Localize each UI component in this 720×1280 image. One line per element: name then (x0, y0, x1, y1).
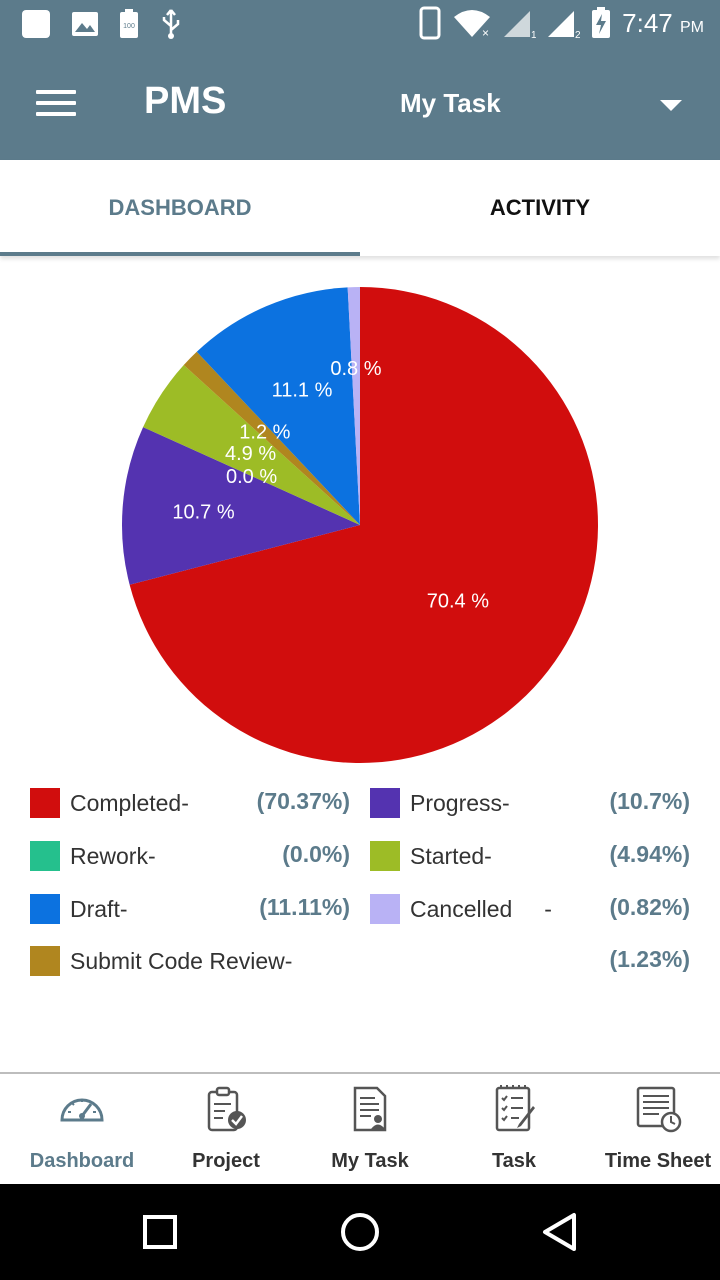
clipboard-check-icon (207, 1086, 246, 1132)
clock: 7:47 PM (622, 7, 704, 38)
legend-swatch (370, 841, 400, 871)
pie-slice-cancelled (347, 287, 360, 525)
dropdown-caret-icon (660, 100, 682, 111)
phone-icon (419, 6, 441, 40)
legend-item-cancelled: Cancelled - (370, 892, 552, 926)
pie-slice-submit-code-review (183, 351, 360, 525)
legend-item-rework: Rework- (30, 839, 156, 873)
notification-square-icon (22, 10, 50, 38)
user-document-icon (353, 1086, 387, 1132)
legend-swatch (30, 894, 60, 924)
legend-pct-started: (4.94%) (609, 841, 690, 867)
tab-activity[interactable]: ACTIVITY (489, 195, 591, 220)
nav-project[interactable]: Project (154, 1074, 298, 1184)
tab-dashboard[interactable]: DASHBOARD (108, 195, 252, 220)
back-triangle-icon[interactable] (540, 1212, 580, 1252)
svg-text:100: 100 (123, 23, 135, 30)
system-navigation-bar (0, 1184, 720, 1280)
legend-swatch (30, 946, 60, 976)
pie-label-started: 4.9 % (225, 443, 276, 465)
legend-swatch (370, 788, 400, 818)
nav-dashboard[interactable]: Dashboard (10, 1074, 154, 1184)
pie-slice-started (143, 365, 360, 525)
hamburger-menu-icon[interactable] (36, 90, 76, 120)
battery-100-icon: 100 (120, 9, 138, 38)
legend-pct-cancelled: (0.82%) (609, 894, 690, 920)
legend-pct-rework: (0.0%) (282, 841, 350, 867)
legend-pct-submit-code-review: (1.23%) (609, 946, 690, 972)
status-bar: 100 × 1 2 7:47 PM (0, 0, 720, 50)
checklist-icon (495, 1085, 535, 1132)
legend-swatch (30, 841, 60, 871)
pie-label-cancelled: 0.8 % (330, 358, 381, 380)
timesheet-clock-icon (636, 1086, 682, 1133)
legend-item-progress: Progress- (370, 786, 510, 820)
tab-bar: DASHBOARD ACTIVITY (0, 160, 720, 256)
pie-label-draft: 11.1 % (272, 379, 333, 401)
legend-pct-completed: (70.37%) (256, 788, 350, 814)
svg-text:1: 1 (531, 30, 536, 39)
usb-icon (162, 9, 180, 39)
pie-slice-draft (196, 287, 360, 525)
svg-text:×: × (482, 26, 489, 39)
nav-task[interactable]: Task (442, 1074, 586, 1184)
signal-2-icon: 2 (548, 11, 580, 39)
nav-time-sheet[interactable]: Time Sheet (586, 1074, 720, 1184)
task-status-pie-chart: 70.4 % 10.7 % 0.0 %4.9 %1.2 % 11.1 %0.8 % (122, 287, 598, 763)
wifi-icon: × (454, 10, 491, 39)
task-selector-label: My Task (400, 88, 501, 118)
bottom-navigation: Dashboard Project My Task Task Time Shee… (0, 1074, 720, 1184)
speedometer-icon (60, 1098, 104, 1122)
legend-item-submit-code-review: Submit Code Review- (30, 944, 292, 978)
signal-1-icon: 1 (504, 11, 536, 39)
legend-swatch (30, 788, 60, 818)
bottom-nav-divider (0, 1072, 720, 1074)
legend-item-started: Started- (370, 839, 492, 873)
svg-text:2: 2 (575, 30, 580, 39)
image-icon (72, 12, 98, 36)
task-selector-dropdown[interactable]: My Task (400, 88, 700, 128)
pie-slice-completed (129, 287, 598, 763)
app-bar: PMS My Task (0, 50, 720, 160)
nav-my-task[interactable]: My Task (298, 1074, 442, 1184)
pie-label-completed: 70.4 % (427, 591, 489, 613)
legend-item-completed: Completed- (30, 786, 189, 820)
legend-pct-draft: (11.11%) (259, 894, 350, 920)
legend-item-draft: Draft- (30, 892, 128, 926)
home-circle-icon[interactable] (338, 1210, 382, 1254)
pie-label-rework: 0.0 % (226, 466, 277, 488)
pie-label-submit-code-review: 1.2 % (239, 422, 290, 444)
battery-charging-icon (592, 7, 611, 38)
legend-swatch (370, 894, 400, 924)
recents-square-icon[interactable] (140, 1212, 180, 1252)
active-tab-indicator (0, 252, 360, 256)
pie-slice-progress (122, 427, 360, 585)
pie-label-progress: 10.7 % (172, 502, 234, 524)
legend-pct-progress: (10.7%) (609, 788, 690, 814)
app-title: PMS (144, 80, 227, 122)
